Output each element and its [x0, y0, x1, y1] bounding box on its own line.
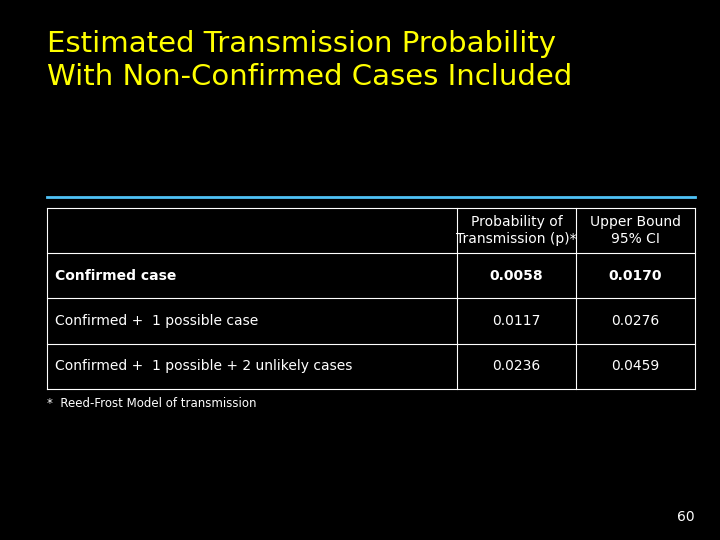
Text: Confirmed case: Confirmed case — [55, 269, 177, 283]
Text: Confirmed +  1 possible + 2 unlikely cases: Confirmed + 1 possible + 2 unlikely case… — [55, 359, 353, 373]
Text: Estimated Transmission Probability
With Non-Confirmed Cases Included: Estimated Transmission Probability With … — [47, 30, 572, 91]
Text: 60: 60 — [678, 510, 695, 524]
Text: 0.0170: 0.0170 — [608, 269, 662, 283]
Text: 0.0117: 0.0117 — [492, 314, 541, 328]
Text: 0.0236: 0.0236 — [492, 359, 541, 373]
Text: 0.0276: 0.0276 — [611, 314, 660, 328]
Text: 0.0459: 0.0459 — [611, 359, 660, 373]
Text: 0.0058: 0.0058 — [490, 269, 544, 283]
Text: Probability of
Transmission (p)*: Probability of Transmission (p)* — [456, 215, 577, 246]
Text: *  Reed-Frost Model of transmission: * Reed-Frost Model of transmission — [47, 397, 256, 410]
Text: Confirmed +  1 possible case: Confirmed + 1 possible case — [55, 314, 258, 328]
Text: Upper Bound
95% CI: Upper Bound 95% CI — [590, 215, 681, 246]
